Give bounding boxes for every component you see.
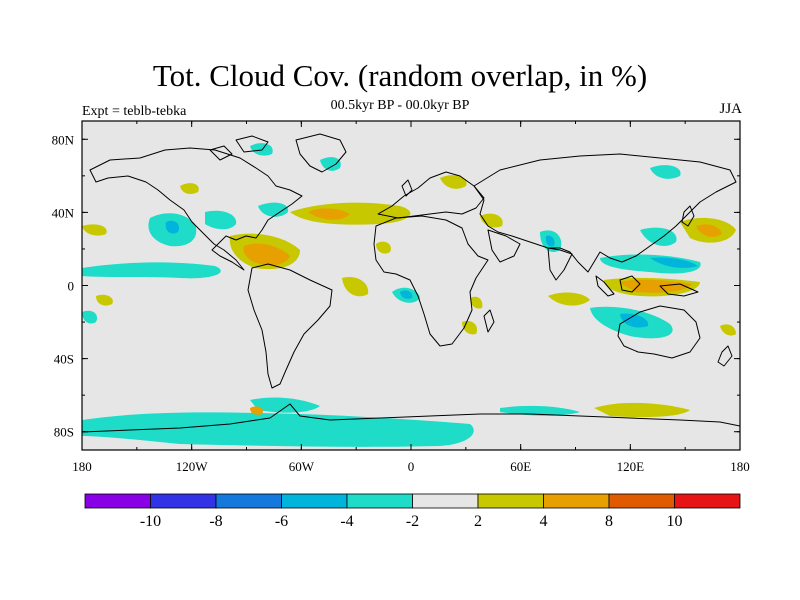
- anomaly-region: [376, 241, 391, 254]
- lon-tick-label: 120W: [176, 459, 209, 474]
- lat-tick-label: 80N: [52, 132, 75, 147]
- anomaly-region: [243, 243, 290, 266]
- anomaly-region: [308, 208, 350, 220]
- lon-tick-label: 0: [408, 459, 415, 474]
- lon-tick-label: 180: [72, 459, 92, 474]
- anomaly-region: [165, 220, 180, 234]
- colorbar-swatch: [543, 493, 610, 509]
- latitude-axis: 80N 40N 0 40S 80S: [52, 132, 740, 440]
- anomaly-region: [250, 143, 273, 156]
- anomaly-region: [82, 262, 221, 279]
- coastlines: [82, 133, 740, 433]
- colorbar-label: -8: [209, 513, 222, 530]
- colorbar-swatch: [674, 493, 741, 509]
- continent-europe: [377, 171, 485, 219]
- lon-tick-label: 60W: [289, 459, 315, 474]
- colorbar-swatch: [412, 493, 479, 509]
- anomaly-region: [96, 294, 113, 306]
- anomaly-region: [618, 279, 692, 293]
- anomaly-region: [620, 313, 649, 328]
- colorbar-swatch: [84, 493, 151, 509]
- island-madagascar: [483, 309, 495, 333]
- anomaly-region: [250, 397, 320, 413]
- lat-tick-label: 0: [68, 279, 75, 294]
- anomaly-region: [205, 210, 237, 230]
- anomaly-region: [650, 257, 698, 268]
- colorbar-label: -10: [140, 513, 161, 530]
- anomaly-region: [180, 183, 199, 194]
- colorbar-labels: -10 -8 -6 -4 -2 2 4 8 10: [140, 513, 683, 530]
- lat-tick-label: 40N: [52, 205, 75, 220]
- colorbar-label: 8: [605, 513, 613, 530]
- colorbar-swatch: [150, 493, 217, 509]
- island-borneo: [619, 275, 641, 293]
- colorbar-swatch: [281, 493, 348, 509]
- island-new-zealand: [717, 345, 733, 367]
- island-sumatra: [595, 275, 615, 297]
- region-arabia: [487, 229, 521, 263]
- anomaly-region: [720, 324, 736, 336]
- colorbar-swatch: [608, 493, 675, 509]
- island-new-guinea: [659, 283, 699, 297]
- continent-south-america: [247, 263, 333, 389]
- continent-asia: [473, 153, 737, 273]
- anomaly-region: [290, 202, 411, 225]
- anomaly-region: [480, 213, 503, 228]
- island-arctic: [235, 135, 269, 153]
- anomaly-region: [440, 175, 467, 189]
- colorbar-swatch: [477, 493, 544, 509]
- anomaly-region: [82, 310, 98, 324]
- anomaly-region: [400, 290, 413, 299]
- experiment-label: Expt = teblb-tebka: [82, 104, 187, 119]
- anomaly-region: [320, 157, 341, 171]
- anomaly-region: [250, 406, 264, 415]
- anomaly-region: [594, 402, 690, 418]
- colorbar-label: -2: [406, 513, 419, 530]
- lon-tick-label: 120E: [617, 459, 645, 474]
- island-japan: [681, 205, 695, 227]
- anomaly-region: [640, 227, 677, 246]
- colorbar-label: 10: [667, 513, 683, 530]
- anomaly-region: [82, 412, 474, 447]
- continent-north-america: [89, 147, 303, 271]
- map-subtitle: 00.5kyr BP - 00.0kyr BP: [330, 98, 470, 113]
- island-arctic: [209, 145, 233, 161]
- map-title: Tot. Cloud Cov. (random overlap, in %): [152, 58, 648, 93]
- colorbar: [84, 493, 741, 509]
- lat-tick-label: 40S: [54, 352, 74, 367]
- colorbar-label: 4: [540, 513, 548, 530]
- island-greenland: [295, 133, 347, 173]
- anomaly-region: [470, 296, 483, 309]
- longitude-axis: 180 120W 60W 0 60E 120E 180: [72, 121, 750, 474]
- island-uk: [401, 179, 413, 197]
- anomaly-region: [342, 276, 369, 297]
- lon-tick-label: 60E: [510, 459, 531, 474]
- anomaly-region: [258, 202, 289, 217]
- colorbar-label: 2: [474, 513, 482, 530]
- anomaly-region: [500, 405, 580, 416]
- anomaly-region: [82, 224, 107, 236]
- anomaly-region: [548, 292, 590, 306]
- lon-tick-label: 180: [730, 459, 750, 474]
- continent-antarctica: [82, 403, 740, 433]
- colorbar-label: -6: [275, 513, 288, 530]
- anomaly-region: [545, 235, 555, 247]
- colorbar-label: -4: [340, 513, 353, 530]
- anomaly-region: [650, 165, 681, 179]
- colorbar-swatch: [346, 493, 413, 509]
- region-india: [547, 247, 573, 281]
- continent-australia: [617, 305, 701, 359]
- season-label: JJA: [719, 101, 742, 117]
- lat-tick-label: 80S: [54, 425, 74, 440]
- continent-africa: [373, 215, 489, 347]
- anomaly-fields: [82, 143, 736, 447]
- anomaly-region: [696, 224, 722, 237]
- colorbar-swatch: [215, 493, 282, 509]
